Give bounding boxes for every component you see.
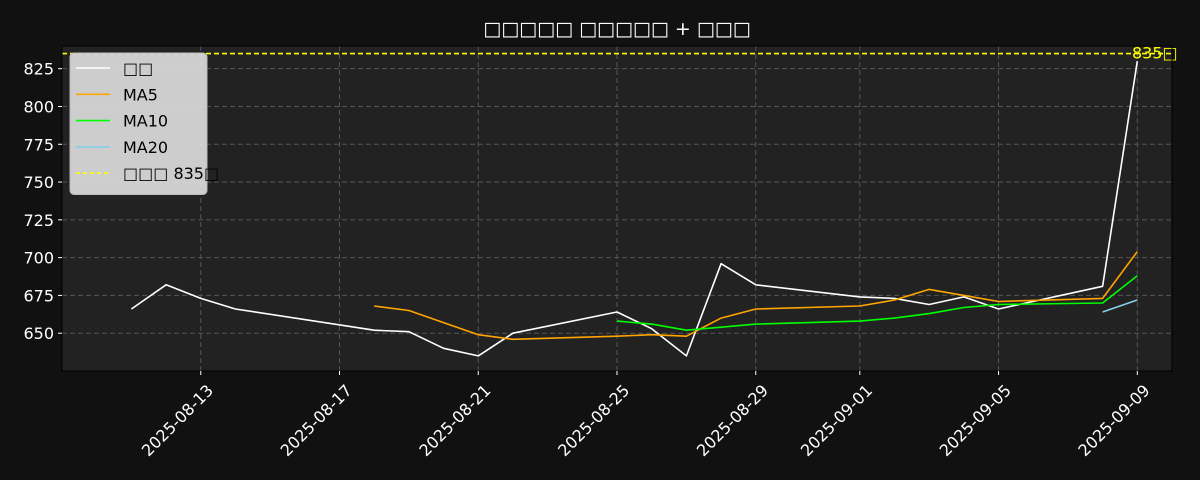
y-tick-label: 725: [23, 211, 54, 230]
legend-label: MA10: [123, 112, 168, 131]
y-tick-label: 700: [23, 249, 54, 268]
series-line-3: [1102, 299, 1138, 313]
y-tick-label: 825: [23, 60, 54, 79]
y-tick-label: 750: [23, 173, 54, 192]
y-tick-label: 675: [23, 286, 54, 305]
series-line-1: [374, 251, 1138, 341]
reference-layer: 835□: [62, 44, 1178, 63]
series-line-2: [616, 275, 1138, 332]
legend-box: [69, 52, 208, 195]
chart-title: □□□□□ □□□□□ + □□□: [483, 18, 750, 40]
legend-label: MA5: [123, 85, 158, 104]
y-tick-label: 775: [23, 135, 54, 154]
series-layer: [130, 60, 1139, 357]
y-tick-label: 650: [23, 324, 54, 343]
legend-label: MA20: [123, 138, 168, 157]
series-line-0: [130, 60, 1139, 357]
legend-label: □□□ 835□: [123, 164, 219, 183]
legend: □□ MA5 MA10 MA20 □□□ 835□: [69, 52, 219, 195]
legend-label: □□: [123, 59, 153, 78]
y-axis: 650 675 700 725 750 775 800 825: [23, 60, 62, 343]
reference-line-label: 835□: [1132, 44, 1178, 63]
grid: [62, 46, 1172, 371]
y-tick-label: 800: [23, 97, 54, 116]
